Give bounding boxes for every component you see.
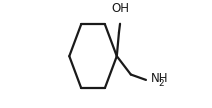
Text: NH: NH xyxy=(151,72,168,85)
Text: OH: OH xyxy=(111,2,129,15)
Text: 2: 2 xyxy=(159,79,164,88)
